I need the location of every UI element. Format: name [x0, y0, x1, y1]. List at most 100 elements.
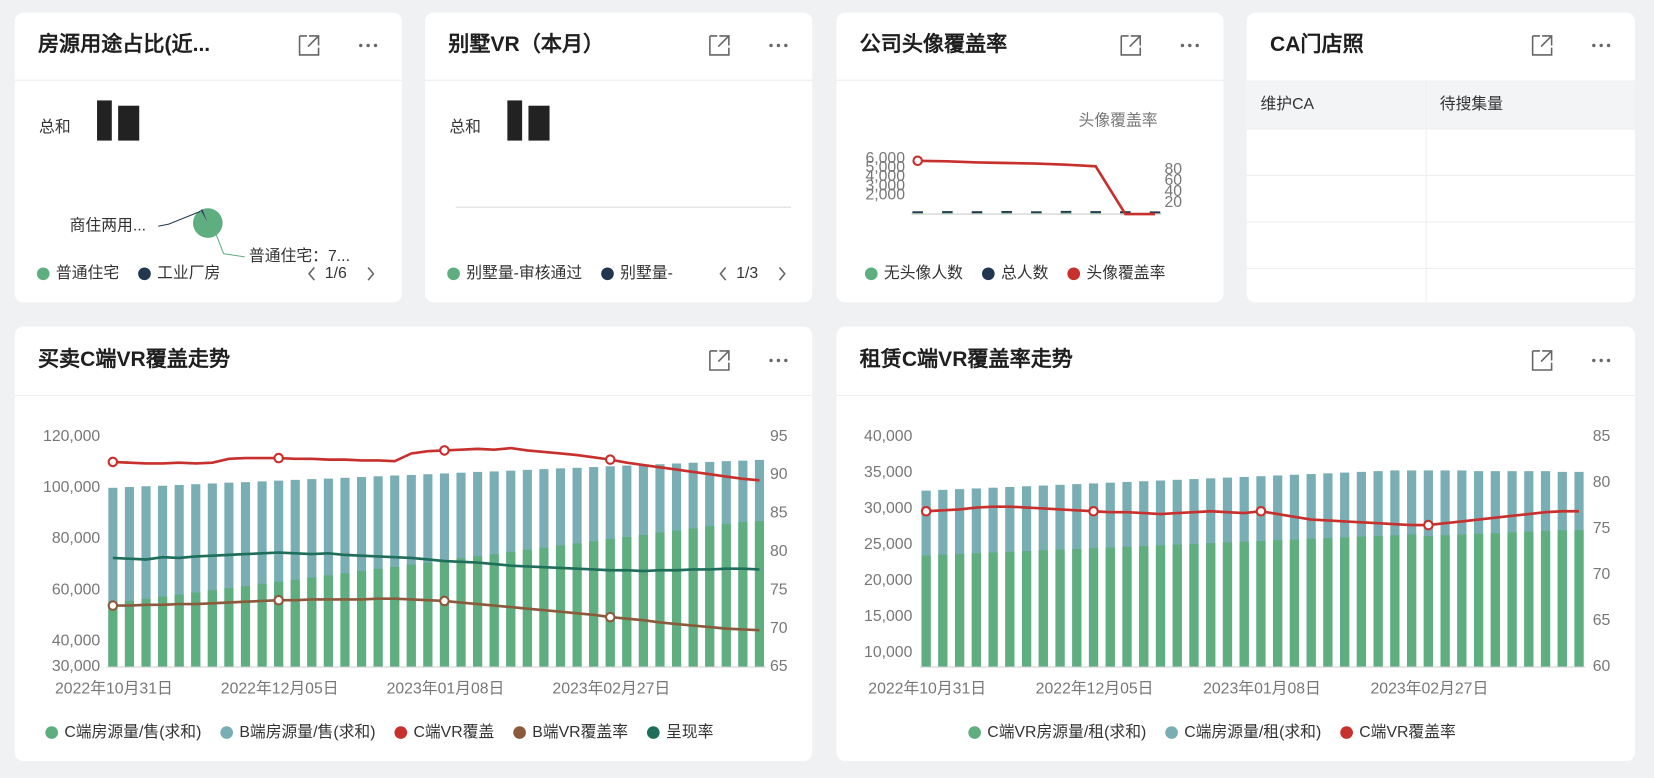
- open-icon[interactable]: [1531, 350, 1553, 371]
- y-tick-label: 35,000: [864, 464, 913, 481]
- more-icon[interactable]: [784, 43, 788, 48]
- more-icon[interactable]: [1599, 43, 1603, 48]
- bar: [506, 551, 516, 668]
- bar: [1540, 530, 1551, 668]
- card-title: 房源用途占比(近...: [38, 31, 210, 56]
- more-icon[interactable]: [366, 43, 370, 48]
- bar: [1031, 211, 1042, 215]
- bar: [738, 522, 748, 668]
- bar: [1473, 533, 1484, 668]
- bar: [1038, 550, 1048, 668]
- legend-label: 头像覆盖率: [1086, 264, 1165, 282]
- legend-marker: [968, 726, 981, 739]
- x-tick-label: 2022年12月05日: [221, 679, 339, 697]
- bar: [108, 603, 118, 668]
- pager-next[interactable]: [367, 266, 375, 281]
- y-tick-label: 80,000: [52, 530, 101, 547]
- more-icon[interactable]: [373, 43, 378, 48]
- bar: [1122, 546, 1132, 668]
- bar: [1356, 536, 1366, 668]
- total-label: 总和: [39, 118, 71, 136]
- bar: [589, 541, 599, 668]
- legend-label: 工业厂房: [157, 264, 220, 282]
- bar: [1149, 211, 1161, 215]
- bar: [1090, 212, 1101, 215]
- bar: [158, 485, 168, 668]
- y2-tick-label: 65: [770, 658, 788, 675]
- legend-marker: [394, 726, 408, 739]
- bar: [240, 586, 251, 668]
- legend-label: C端VR房源量/租(求和): [987, 723, 1146, 741]
- bar: [1060, 210, 1072, 215]
- more-icon[interactable]: [1195, 43, 1199, 48]
- table-header: [1246, 80, 1635, 129]
- line-marker: [439, 445, 450, 456]
- y-tick-label: 6,000: [865, 150, 905, 167]
- line-marker: [912, 155, 923, 167]
- open-icon[interactable]: [1120, 35, 1142, 56]
- line-marker: [1423, 519, 1434, 531]
- x-tick-label: 2022年10月31日: [55, 679, 173, 697]
- leader-line: [215, 234, 245, 258]
- y2-tick-label: 80: [1593, 474, 1611, 491]
- more-icon[interactable]: [1592, 43, 1596, 48]
- bar: [1088, 548, 1099, 668]
- pager-next[interactable]: [778, 266, 786, 281]
- more-icon[interactable]: [1606, 358, 1611, 363]
- more-icon[interactable]: [776, 43, 781, 48]
- pie-slice: [193, 208, 223, 238]
- card: [836, 12, 1224, 303]
- open-icon[interactable]: [709, 35, 730, 56]
- bar: [340, 477, 350, 668]
- more-icon[interactable]: [769, 358, 773, 363]
- y-tick-label: 25,000: [864, 536, 913, 553]
- bar: [938, 554, 948, 668]
- bar: [191, 592, 201, 668]
- more-icon[interactable]: [1606, 43, 1611, 48]
- bar: [721, 524, 731, 668]
- bar: [688, 528, 698, 668]
- bar: [1340, 537, 1350, 668]
- more-icon[interactable]: [1180, 43, 1185, 48]
- bar: [274, 480, 284, 668]
- open-icon[interactable]: [1531, 35, 1553, 56]
- more-icon[interactable]: [1188, 43, 1192, 48]
- x-tick-label: 2023年02月27日: [1371, 679, 1489, 697]
- bar: [439, 560, 450, 668]
- card-title: 公司头像覆盖率: [860, 31, 1008, 56]
- legend-marker: [1067, 267, 1081, 281]
- bar: [1001, 212, 1012, 215]
- legend-label: 普通住宅: [56, 264, 119, 282]
- more-icon[interactable]: [1592, 358, 1596, 363]
- y-tick-label: 20,000: [864, 572, 913, 589]
- bar: [655, 532, 665, 668]
- card: [14, 12, 402, 303]
- legend-marker: [220, 726, 234, 739]
- open-icon[interactable]: [709, 350, 730, 371]
- bar: [158, 596, 168, 668]
- pager-prev[interactable]: [719, 266, 727, 281]
- bar: [1557, 530, 1567, 668]
- slice-label: 普通住宅：7...: [249, 247, 350, 265]
- y-tick-label: 3,000: [865, 177, 905, 194]
- bar: [274, 581, 284, 668]
- y2-tick-label: 95: [770, 428, 788, 445]
- more-icon[interactable]: [359, 43, 363, 48]
- line-series: [112, 446, 760, 482]
- pager-prev[interactable]: [308, 266, 315, 281]
- bar: [1289, 539, 1300, 668]
- y-tick-label: 30,000: [864, 500, 913, 517]
- legend-marker: [981, 267, 995, 281]
- more-icon[interactable]: [1599, 358, 1603, 363]
- bar: [921, 555, 931, 668]
- card-title: 买卖C端VR覆盖走势: [38, 346, 230, 371]
- more-icon[interactable]: [769, 43, 773, 48]
- bar: [1407, 534, 1417, 668]
- more-icon[interactable]: [784, 358, 788, 363]
- more-icon[interactable]: [776, 358, 781, 363]
- y2-tick-label: 75: [770, 581, 788, 598]
- open-icon[interactable]: [298, 35, 320, 56]
- bar: [988, 552, 998, 668]
- bar: [1273, 540, 1283, 668]
